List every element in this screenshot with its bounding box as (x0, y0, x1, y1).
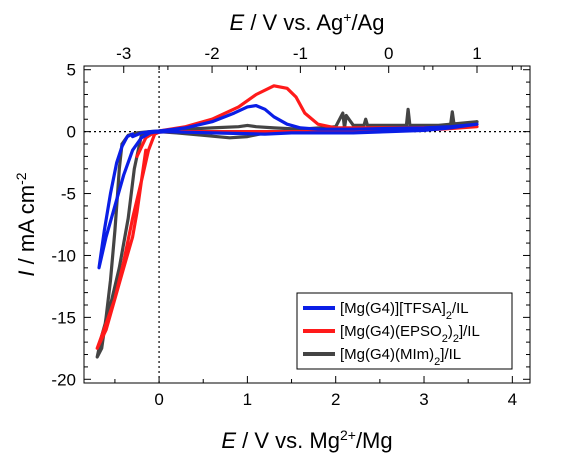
x2-tick-label: -2 (204, 44, 219, 63)
x-tick-label: 0 (154, 390, 163, 409)
x2-tick-label: 1 (472, 44, 481, 63)
x-tick-label: 3 (419, 390, 428, 409)
series-line-mg-g4-mim-2-il (95, 107, 479, 359)
y-tick-label: -20 (51, 370, 76, 389)
x-axis-title: E / V vs. Mg2+/Mg (221, 427, 392, 453)
y-tick-label: 0 (67, 123, 76, 142)
series-line-mg-g4-epso2-2-il (95, 84, 479, 350)
legend: [Mg(G4)][TFSA]2/IL[Mg(G4)(EPSO2)2]/IL[Mg… (296, 292, 513, 370)
y-tick-label: -15 (51, 308, 76, 327)
axis-titles: E / V vs. Mg2+/Mg E / V vs. Ag+/Ag I / mA … (13, 9, 393, 453)
axis-ticks: 0 1 2 3 4-3 -2 -1 0 150-5-10-15-20 (51, 44, 530, 409)
x-tick-label: 1 (243, 390, 252, 409)
plot-series (95, 84, 479, 359)
reference-lines (84, 66, 530, 383)
y-tick-label: 5 (67, 61, 76, 80)
x2-tick-label: -3 (116, 44, 131, 63)
x2-axis-title: E / V vs. Ag+/Ag (230, 9, 385, 35)
legend-entry: [Mg(G4)][TFSA]2/IL (340, 300, 469, 322)
x-tick-label: 2 (331, 390, 340, 409)
y-tick-label: -5 (61, 185, 76, 204)
x2-tick-label: -1 (293, 44, 308, 63)
x2-tick-label: 0 (384, 44, 393, 63)
legend-entry: [Mg(G4)(MIm)2]/IL (340, 346, 461, 368)
legend-entry: [Mg(G4)(EPSO2)2]/IL (340, 323, 480, 345)
series-line-mg-g4-tfsa-2-il (97, 103, 479, 270)
x-tick-label: 4 (508, 390, 517, 409)
plot-frame (83, 65, 531, 384)
y-axis-title: I / mA cm-2 (13, 172, 39, 276)
y-tick-label: -10 (51, 246, 76, 265)
